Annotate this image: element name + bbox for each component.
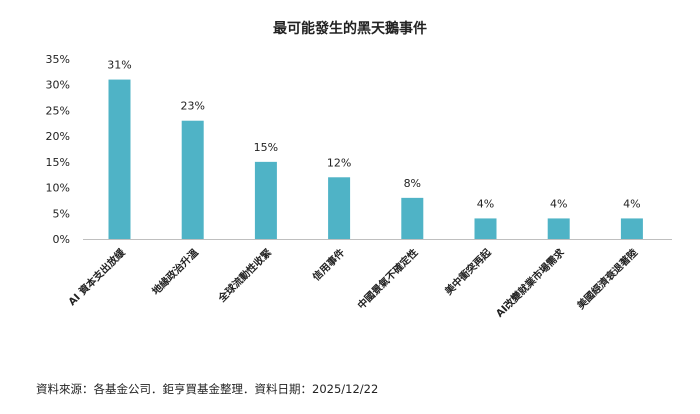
bar [474,218,497,239]
y-tick-label: 35% [46,53,70,66]
data-label: 4% [623,197,640,210]
y-tick-label: 10% [46,182,70,195]
source-note: 資料來源：各基金公司．鉅亨買基金整理．資料日期：2025/12/22 [36,382,379,396]
category-label: 中國景氣不確定性 [355,246,421,312]
data-label: 4% [550,197,567,210]
bar [328,177,351,239]
category-label: AI改變就業市場需求 [493,245,568,320]
y-tick-label: 0% [53,233,70,246]
bar [108,79,131,239]
bar [254,161,277,239]
data-label: 23% [180,100,204,113]
category-label: 美國經濟衰退著陸 [574,246,640,312]
data-label: 15% [254,141,278,154]
data-label: 31% [107,59,131,72]
category-label: 全球流動性收緊 [215,246,274,305]
chart-title: 最可能發生的黑天鵝事件 [273,21,427,37]
category-label: 美中衝突再起 [442,245,494,297]
y-tick-label: 25% [46,104,70,117]
category-label: 信用事件 [310,246,347,283]
y-tick-label: 5% [53,207,70,220]
category-label: AI 資本支出放緩 [65,245,128,308]
data-label: 8% [404,177,421,190]
y-tick-label: 15% [46,156,70,169]
bar [181,120,204,239]
bar [620,218,643,239]
category-label: 地緣政治升溫 [149,246,201,298]
y-tick-label: 30% [46,79,70,92]
data-label: 12% [327,156,351,169]
bar [401,197,424,239]
y-tick-label: 20% [46,130,70,143]
bar [547,218,570,239]
data-label: 4% [477,197,494,210]
